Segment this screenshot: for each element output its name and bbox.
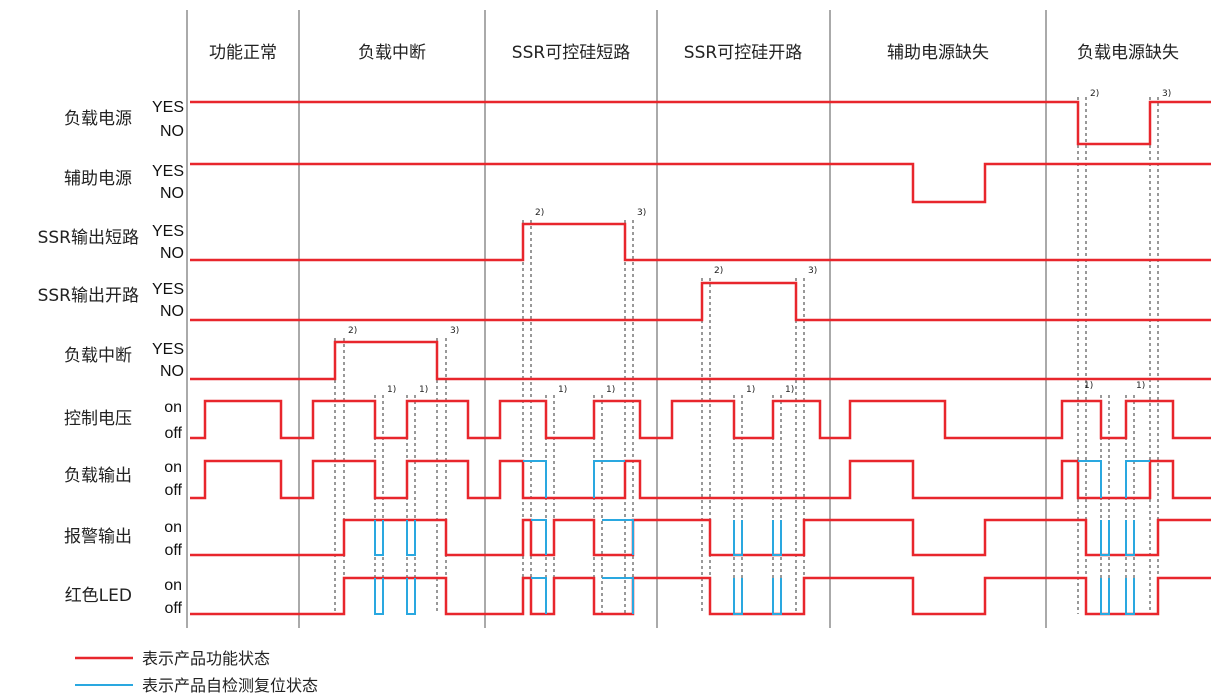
marker-label: 1) bbox=[558, 385, 567, 395]
column-header-aux-loss: 辅助电源缺失 bbox=[887, 43, 989, 63]
legend-label-functional: 表示产品功能状态 bbox=[142, 649, 270, 668]
state-off: off bbox=[165, 600, 183, 617]
self-test-load-output bbox=[523, 460, 547, 498]
state-off: off bbox=[165, 482, 183, 499]
waveform-ssr-open bbox=[190, 281, 1211, 322]
waveform-load-break bbox=[190, 340, 1211, 381]
state-off: off bbox=[165, 425, 183, 442]
state-no: NO bbox=[160, 123, 184, 140]
self-test-red-led bbox=[602, 577, 634, 614]
waveform-load-power bbox=[190, 100, 1211, 146]
self-test-red-led bbox=[1125, 578, 1135, 615]
marker-annotations: 2) 3) 2) 3) 2) 3) 2) 3) 1) 1) 1) 1) 1) 1… bbox=[348, 89, 1171, 395]
self-test-alarm-output bbox=[772, 520, 782, 556]
marker-label: 2) bbox=[348, 326, 357, 336]
state-yes: YES bbox=[152, 341, 184, 358]
self-test-alarm-output bbox=[733, 520, 743, 556]
row-label-control-voltage: 控制电压 bbox=[64, 409, 132, 429]
row-label-load-power: 负载电源 bbox=[64, 109, 132, 129]
column-header-normal: 功能正常 bbox=[209, 43, 277, 63]
marker-label: 3) bbox=[450, 326, 459, 336]
marker-label: 1) bbox=[419, 385, 428, 395]
marker-label: 3) bbox=[808, 266, 817, 276]
marker-label: 1) bbox=[1084, 381, 1093, 391]
self-test-load-output bbox=[1078, 460, 1102, 498]
legend: 表示产品功能状态 表示产品自检测复位状态 bbox=[75, 649, 318, 695]
marker-label: 3) bbox=[637, 208, 646, 218]
row-label-ssr-short: SSR输出短路 bbox=[38, 228, 139, 248]
state-on: on bbox=[164, 577, 182, 594]
column-headers: 功能正常 负载中断 SSR可控硅短路 SSR可控硅开路 辅助电源缺失 负载电源缺… bbox=[209, 43, 1179, 63]
state-on: on bbox=[164, 399, 182, 416]
self-test-alarm-output bbox=[602, 519, 634, 555]
waveform-aux-power bbox=[190, 162, 1211, 204]
state-on: on bbox=[164, 459, 182, 476]
state-no: NO bbox=[160, 185, 184, 202]
self-test-waveforms bbox=[374, 460, 1150, 615]
row-label-aux-power: 辅助电源 bbox=[64, 169, 132, 189]
marker-label: 2) bbox=[535, 208, 544, 218]
self-test-red-led bbox=[374, 578, 384, 615]
marker-label: 2) bbox=[1090, 89, 1099, 99]
column-header-ssr-short: SSR可控硅短路 bbox=[512, 43, 630, 63]
marker-label: 2) bbox=[714, 266, 723, 276]
waveform-load-output bbox=[190, 459, 1211, 500]
self-test-red-led bbox=[1100, 578, 1110, 615]
row-label-red-led: 红色LED bbox=[65, 586, 132, 606]
marker-label: 1) bbox=[785, 385, 794, 395]
marker-label: 1) bbox=[746, 385, 755, 395]
self-test-alarm-output bbox=[1125, 520, 1135, 556]
state-yes: YES bbox=[152, 99, 184, 116]
column-header-load-break: 负载中断 bbox=[358, 43, 426, 63]
column-header-load-power-loss: 负载电源缺失 bbox=[1077, 43, 1179, 63]
state-no: NO bbox=[160, 363, 184, 380]
state-no: NO bbox=[160, 245, 184, 262]
self-test-load-output bbox=[593, 460, 625, 498]
state-off: off bbox=[165, 542, 183, 559]
waveform-red-led bbox=[190, 576, 1211, 616]
row-label-load-output: 负载输出 bbox=[64, 466, 132, 486]
self-test-red-led bbox=[733, 578, 743, 615]
self-test-red-led bbox=[406, 578, 416, 615]
row-label-load-break: 负载中断 bbox=[64, 346, 132, 366]
self-test-alarm-output bbox=[406, 520, 416, 556]
functional-waveforms bbox=[190, 100, 1211, 616]
legend-label-self-test: 表示产品自检测复位状态 bbox=[142, 676, 318, 695]
waveform-ssr-short bbox=[190, 222, 1211, 262]
timing-reference-lines bbox=[334, 97, 1159, 614]
waveform-alarm-output bbox=[190, 518, 1211, 557]
marker-label: 3) bbox=[1162, 89, 1171, 99]
self-test-load-output bbox=[1125, 460, 1150, 498]
marker-label: 1) bbox=[1136, 381, 1145, 391]
row-label-alarm-output: 报警输出 bbox=[64, 527, 132, 547]
self-test-alarm-output bbox=[374, 520, 384, 556]
marker-label: 1) bbox=[606, 385, 615, 395]
self-test-alarm-output bbox=[531, 519, 547, 555]
self-test-alarm-output bbox=[1100, 520, 1110, 556]
self-test-red-led bbox=[531, 577, 547, 614]
column-header-ssr-open: SSR可控硅开路 bbox=[684, 43, 802, 63]
state-on: on bbox=[164, 519, 182, 536]
state-no: NO bbox=[160, 303, 184, 320]
marker-label: 1) bbox=[387, 385, 396, 395]
state-yes: YES bbox=[152, 281, 184, 298]
waveform-control-voltage bbox=[190, 399, 1211, 440]
state-yes: YES bbox=[152, 223, 184, 240]
state-yes: YES bbox=[152, 163, 184, 180]
row-labels: 负载电源 YES NO 辅助电源 YES NO SSR输出短路 YES NO S… bbox=[38, 99, 184, 617]
row-label-ssr-open: SSR输出开路 bbox=[38, 286, 139, 306]
self-test-red-led bbox=[772, 578, 782, 615]
